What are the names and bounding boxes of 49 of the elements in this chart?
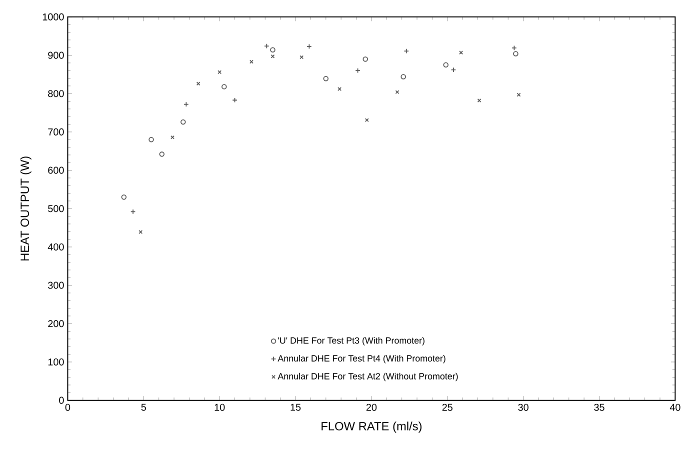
point	[362, 56, 368, 62]
point	[513, 51, 518, 56]
point	[130, 209, 136, 214]
legend-label: 'U' DHE For Test Pt3 (With Promoter)	[278, 337, 424, 346]
x-tick-label: 15	[290, 404, 301, 411]
x-tick-label: 40	[670, 404, 680, 411]
point	[264, 43, 270, 49]
y-tick-label: 400	[48, 243, 64, 250]
x-tick-label: 20	[366, 404, 377, 411]
x-tick-label: 30	[518, 404, 528, 411]
legend-label: Annular DHE For Test At2 (Without Promoter)	[278, 372, 458, 382]
y-axis-title: HEAT OUTPUT (W)	[20, 156, 32, 260]
point	[459, 50, 464, 55]
y-tick-label: 500	[48, 205, 64, 212]
x-tick-label: 35	[594, 404, 604, 411]
point	[196, 82, 200, 86]
y-tick-label: 600	[48, 166, 64, 174]
point	[159, 152, 165, 157]
point	[218, 70, 222, 74]
point	[450, 67, 456, 72]
point	[323, 76, 329, 82]
point	[338, 86, 342, 91]
y-tick-label: 0	[59, 396, 64, 404]
x-tick-label: 25	[442, 404, 452, 411]
point	[138, 230, 143, 234]
point	[184, 102, 189, 107]
point	[364, 118, 369, 122]
point	[516, 92, 521, 97]
point	[148, 136, 154, 142]
y-tick-label: 700	[48, 128, 64, 136]
y-tick-label: 800	[48, 90, 64, 98]
point	[404, 48, 410, 54]
legend-label: Annular DHE For Test Pt4 (With Promoter)	[278, 354, 446, 364]
point	[443, 62, 448, 68]
point	[270, 47, 276, 52]
y-tick-label: 1000	[42, 13, 64, 20]
y-tick-label: 900	[48, 52, 64, 59]
y-tick-label: 100	[48, 358, 64, 366]
y-tick-label: 300	[48, 282, 64, 289]
point	[180, 119, 186, 125]
x-axis-title: FLOW RATE (ml/s)	[322, 422, 422, 433]
x-tick-label: 0	[65, 404, 70, 411]
point	[222, 84, 227, 90]
x-tick-label: 10	[214, 404, 225, 411]
x-tick-label: 5	[141, 404, 146, 411]
y-tick-label: 200	[48, 320, 64, 328]
point	[400, 74, 406, 80]
point	[121, 194, 127, 200]
point	[306, 44, 312, 50]
